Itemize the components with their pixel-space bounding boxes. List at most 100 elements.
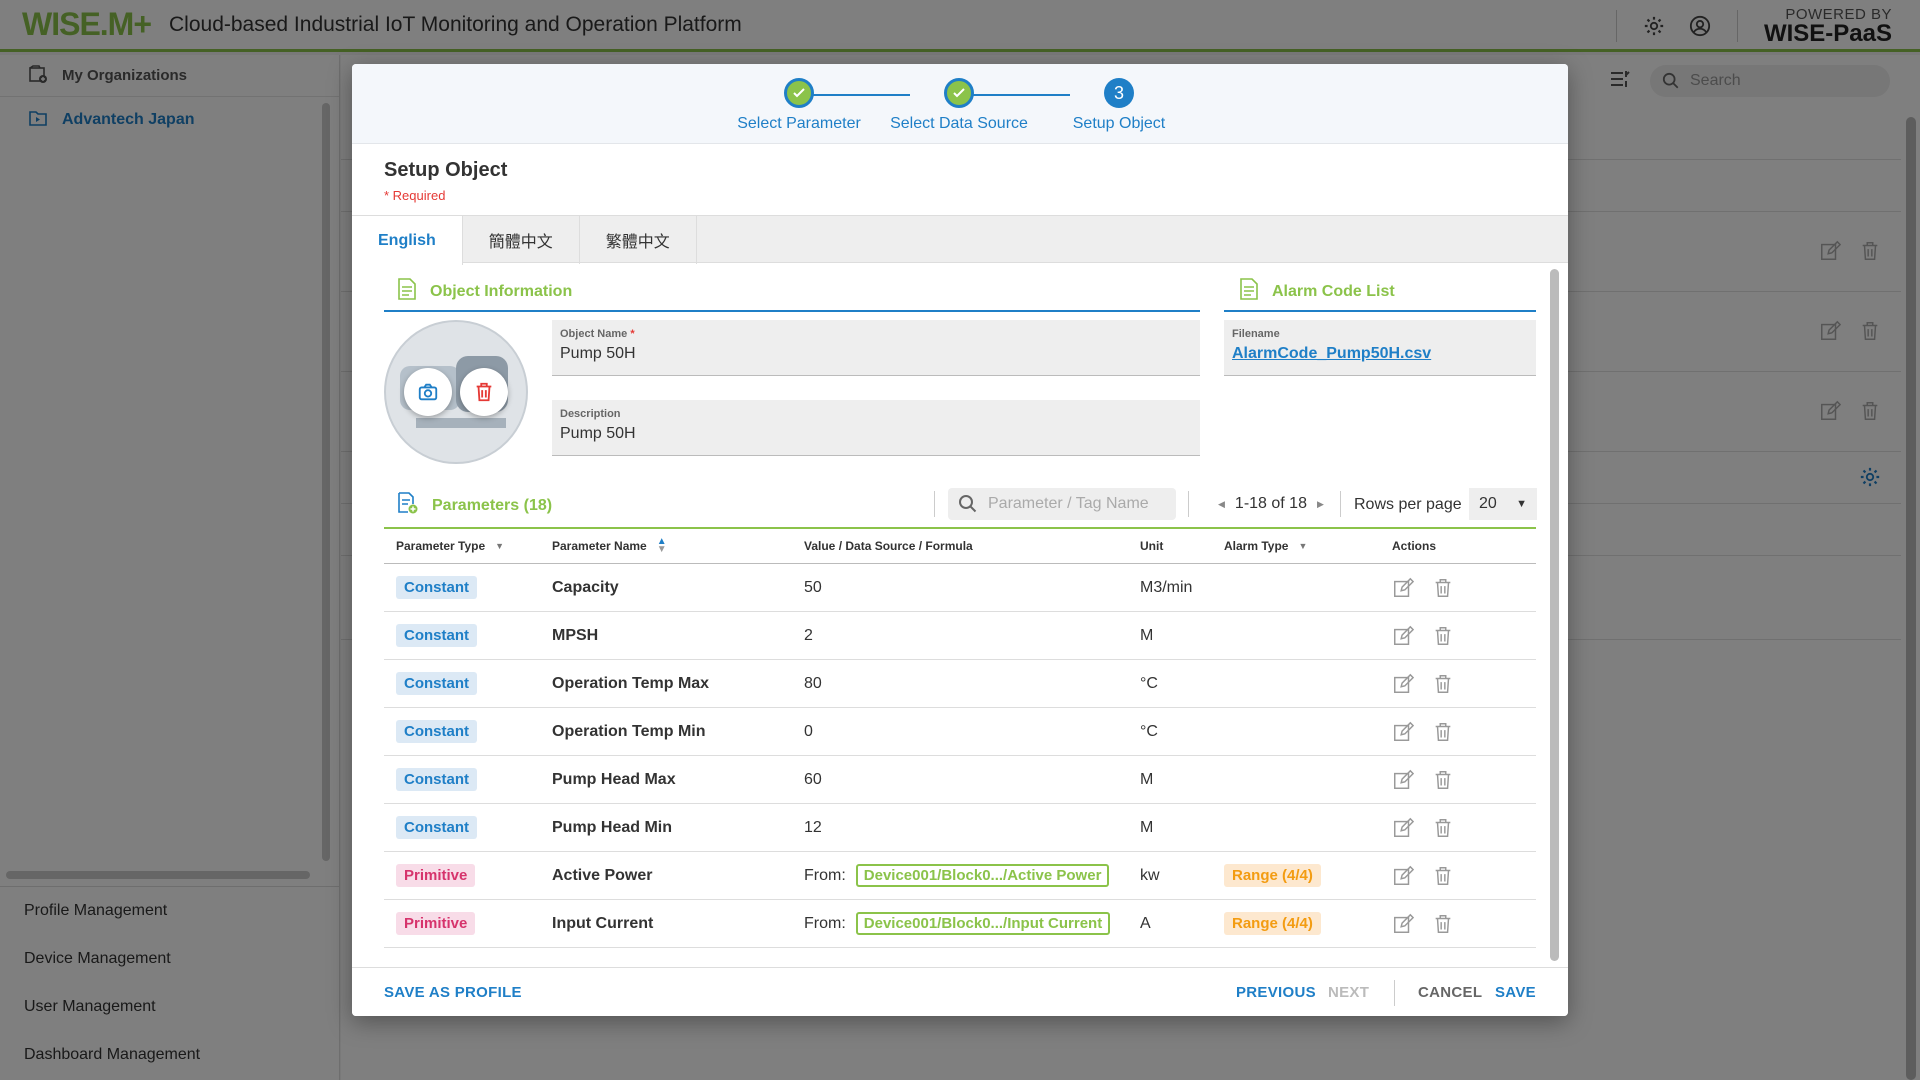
section-title: Object Information — [430, 282, 573, 300]
table-row: Constant Pump Head Max 60 M — [384, 756, 1536, 804]
object-name-label: Object Name * — [560, 328, 635, 340]
from-label: From: — [804, 866, 846, 884]
step-select-data-source[interactable]: Select Data Source — [869, 78, 1049, 133]
object-name-field[interactable]: Object Name * Pump 50H — [552, 320, 1200, 376]
object-information-header: Object Information — [398, 278, 572, 305]
trash-icon[interactable] — [1432, 673, 1454, 695]
parameter-data-source: From: Device001/Block0.../Active Power — [792, 864, 1128, 887]
column-header-parameter-type[interactable]: Parameter Type ▼ — [396, 538, 505, 553]
parameter-name: Active Power — [552, 866, 653, 884]
pagination: ◀ 1-18 of 18 ▶ — [1208, 488, 1334, 520]
parameter-value: 0 — [804, 722, 813, 740]
save-as-profile-button[interactable]: SAVE AS PROFILE — [384, 984, 522, 1001]
parameter-unit: M3/min — [1140, 578, 1193, 596]
required-note: * Required — [384, 188, 446, 203]
description-field[interactable]: Description Pump 50H — [552, 400, 1200, 456]
alarm-range-badge[interactable]: Range (4/4) — [1224, 912, 1321, 935]
section-underline — [384, 310, 1200, 312]
delete-image-button[interactable] — [460, 368, 508, 416]
filename-label: Filename — [1232, 328, 1280, 340]
divider — [1340, 491, 1341, 517]
pagination-range: 1-18 of 18 — [1234, 495, 1307, 512]
table-row-partial: Primitive — [384, 948, 1536, 960]
description-value: Pump 50H — [560, 425, 636, 442]
chevron-down-icon: ▼ — [1298, 540, 1308, 551]
alarm-code-list-header: Alarm Code List — [1240, 278, 1395, 305]
parameter-value: 12 — [804, 818, 822, 836]
row-actions — [1380, 913, 1536, 935]
alarm-range-badge[interactable]: Range (4/4) — [1224, 864, 1321, 887]
language-tabs: English 簡體中文 繁體中文 — [352, 215, 1568, 265]
tab-traditional-chinese[interactable]: 繁體中文 — [580, 216, 697, 264]
table-row: Constant Operation Temp Max 80 °C — [384, 660, 1536, 708]
row-actions — [1380, 625, 1536, 647]
dialog-scrollbar[interactable] — [1550, 269, 1559, 961]
column-header-alarm-type[interactable]: Alarm Type ▼ — [1224, 538, 1308, 553]
parameter-type-badge: Constant — [396, 672, 477, 695]
cancel-button[interactable]: CANCEL — [1418, 984, 1483, 1001]
tab-english[interactable]: English — [352, 216, 463, 265]
trash-icon[interactable] — [1432, 913, 1454, 935]
tab-simplified-chinese[interactable]: 簡體中文 — [463, 216, 580, 264]
trash-icon[interactable] — [1432, 769, 1454, 791]
data-source-chip[interactable]: Device001/Block0.../Input Current — [855, 912, 1111, 935]
row-actions — [1380, 817, 1536, 839]
edit-icon[interactable] — [1392, 817, 1414, 839]
edit-icon[interactable] — [1392, 625, 1414, 647]
section-underline — [1224, 310, 1536, 312]
step-select-parameter[interactable]: Select Parameter — [709, 78, 889, 133]
edit-icon[interactable] — [1392, 577, 1414, 599]
table-row: Constant Pump Head Min 12 M — [384, 804, 1536, 852]
edit-icon[interactable] — [1392, 913, 1414, 935]
section-title: Alarm Code List — [1272, 282, 1395, 300]
edit-icon[interactable] — [1392, 721, 1414, 743]
data-source-chip[interactable]: Device001/Block0.../Active Power — [855, 864, 1110, 887]
table-row: Constant Operation Temp Min 0 °C — [384, 708, 1536, 756]
trash-icon[interactable] — [1432, 625, 1454, 647]
parameter-value: 50 — [804, 578, 822, 596]
parameter-search-input[interactable]: Parameter / Tag Name — [948, 488, 1176, 520]
trash-icon[interactable] — [1432, 817, 1454, 839]
rows-per-page-select[interactable]: 20 ▼ — [1469, 488, 1537, 520]
rows-per-page-label: Rows per page — [1354, 496, 1462, 513]
trash-icon[interactable] — [1432, 721, 1454, 743]
table-row: Constant Capacity 50 M3/min — [384, 564, 1536, 612]
parameter-type-badge: Constant — [396, 816, 477, 839]
edit-icon[interactable] — [1392, 865, 1414, 887]
parameter-unit: A — [1140, 914, 1151, 932]
column-header-unit: Unit — [1140, 538, 1164, 553]
search-icon — [959, 495, 977, 513]
step-setup-object[interactable]: 3 Setup Object — [1029, 78, 1209, 133]
search-placeholder: Parameter / Tag Name — [988, 495, 1149, 512]
column-header-parameter-name[interactable]: Parameter Name ▲ ▼ — [552, 535, 667, 555]
trash-icon[interactable] — [1432, 577, 1454, 599]
step-connector — [959, 94, 1070, 96]
next-button[interactable]: NEXT — [1328, 984, 1370, 1001]
upload-image-button[interactable] — [404, 368, 452, 416]
save-button[interactable]: SAVE — [1495, 984, 1536, 1001]
next-page-icon[interactable]: ▶ — [1316, 498, 1324, 509]
parameter-name: Operation Temp Max — [552, 674, 710, 692]
document-add-icon — [398, 492, 418, 519]
table-header: Parameter Type ▼ Parameter Name ▲ ▼ Value /… — [384, 528, 1536, 564]
rows-per-page-value: 20 — [1479, 495, 1497, 512]
parameter-type-badge: Constant — [396, 720, 477, 743]
alarm-code-file-link[interactable]: AlarmCode_Pump50H.csv — [1232, 345, 1432, 362]
edit-icon[interactable] — [1392, 769, 1414, 791]
document-icon — [398, 278, 416, 305]
row-actions — [1380, 769, 1536, 791]
previous-page-icon[interactable]: ◀ — [1218, 498, 1225, 509]
trash-icon[interactable] — [1432, 865, 1454, 887]
table-row: Constant MPSH 2 M — [384, 612, 1536, 660]
edit-icon[interactable] — [1392, 673, 1414, 695]
from-label: From: — [804, 914, 846, 932]
column-header-value: Value / Data Source / Formula — [804, 538, 973, 553]
step-label: Select Parameter — [737, 115, 861, 132]
setup-object-dialog: Select Parameter Select Data Source 3 Se… — [352, 64, 1568, 1016]
parameter-type-badge: Primitive — [396, 912, 476, 935]
parameter-value: 60 — [804, 770, 822, 788]
document-icon — [1240, 278, 1258, 305]
previous-button[interactable]: PREVIOUS — [1236, 984, 1316, 1001]
parameter-unit: M — [1140, 626, 1154, 644]
stepper: Select Parameter Select Data Source 3 Se… — [352, 64, 1568, 144]
